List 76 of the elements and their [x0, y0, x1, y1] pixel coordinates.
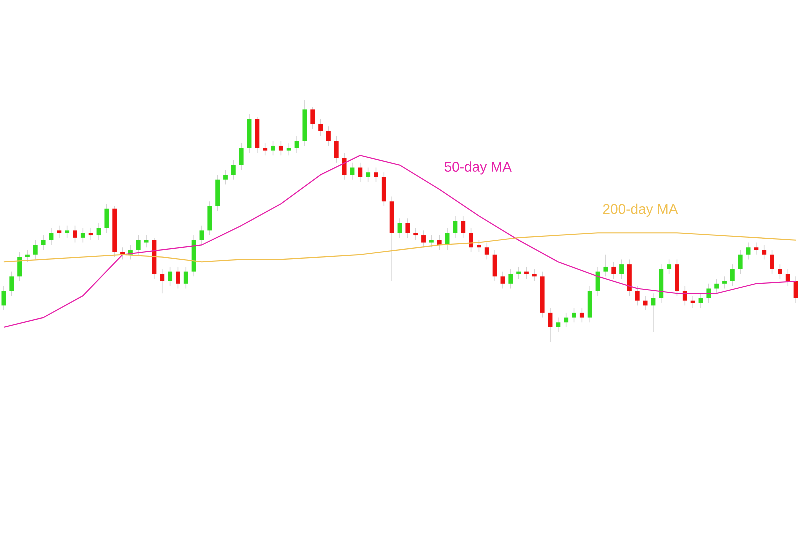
- candlestick: [667, 259, 672, 275]
- candlestick: [572, 308, 576, 324]
- candlestick: [476, 240, 482, 253]
- candlestick: [263, 143, 268, 156]
- candlestick: [65, 225, 70, 238]
- candlestick: [722, 276, 727, 290]
- candlestick: [453, 216, 458, 238]
- candlestick: [358, 162, 363, 183]
- candlestick: [49, 228, 54, 246]
- candlestick: [286, 143, 292, 156]
- candlestick: [794, 276, 798, 304]
- candlestick: [318, 118, 324, 137]
- candlestick: [786, 269, 790, 287]
- candlestick: [643, 296, 648, 311]
- series-label: 200-day MA: [603, 204, 678, 217]
- candlestick: [294, 136, 300, 154]
- candlestick: [231, 160, 236, 180]
- candlestick: [2, 286, 6, 311]
- candlestick: [326, 126, 331, 146]
- candlestick: [422, 230, 426, 248]
- candlestick: [278, 140, 284, 156]
- candlestick: [461, 216, 466, 238]
- candlestick: [144, 235, 149, 248]
- candlestick: [746, 242, 751, 260]
- candlestick: [10, 271, 14, 296]
- candlestick: [160, 269, 165, 294]
- candlestick: [18, 252, 22, 282]
- candlestick: [508, 269, 514, 290]
- candlestick: [556, 317, 561, 333]
- candlestick: [271, 140, 276, 156]
- candlestick: [184, 266, 188, 290]
- candlestick: [469, 228, 474, 253]
- candlestick: [770, 250, 774, 275]
- candlestick: [738, 250, 743, 275]
- candlestick: [484, 242, 490, 260]
- candlestick: [310, 106, 316, 130]
- candlestick: [612, 262, 616, 280]
- candlestick: [366, 167, 371, 183]
- candlestick: [33, 240, 38, 260]
- candlestick: [73, 225, 78, 244]
- candlestick: [374, 167, 378, 183]
- candlestick: [604, 254, 608, 278]
- candlestick: [762, 244, 767, 260]
- candlestick: [239, 143, 244, 171]
- candlestick: [88, 228, 94, 241]
- candlestick: [620, 259, 624, 280]
- candlestick: [200, 225, 204, 246]
- candlestick: [104, 204, 110, 234]
- candlestick: [406, 218, 410, 238]
- series-label: 50-day MA: [444, 162, 512, 175]
- candlestick: [532, 269, 537, 282]
- candlestick: [548, 308, 553, 342]
- candlestick: [136, 235, 141, 256]
- candlestick: [176, 266, 180, 290]
- candlestick: [41, 235, 46, 250]
- candlestick: [500, 271, 506, 290]
- candlestick: [342, 152, 347, 180]
- candlestick: [564, 312, 569, 328]
- candlestick: [80, 228, 86, 244]
- candlestick: [26, 250, 30, 263]
- candlestick: [224, 170, 228, 186]
- candlestick: [730, 264, 735, 287]
- candlestick: [492, 250, 498, 282]
- candlestick: [635, 286, 640, 306]
- candlestick: [414, 228, 418, 241]
- candlestick: [690, 296, 696, 309]
- candlestick: [682, 286, 688, 306]
- candlestick: [168, 266, 173, 287]
- candlestick: [754, 242, 759, 256]
- candlestick: [334, 136, 339, 164]
- candlestick: [778, 264, 782, 280]
- candlestick: [580, 308, 584, 324]
- candlestick: [714, 278, 720, 294]
- candlestick: [698, 293, 704, 309]
- candlestick: [57, 225, 62, 238]
- candlestick: [429, 235, 434, 248]
